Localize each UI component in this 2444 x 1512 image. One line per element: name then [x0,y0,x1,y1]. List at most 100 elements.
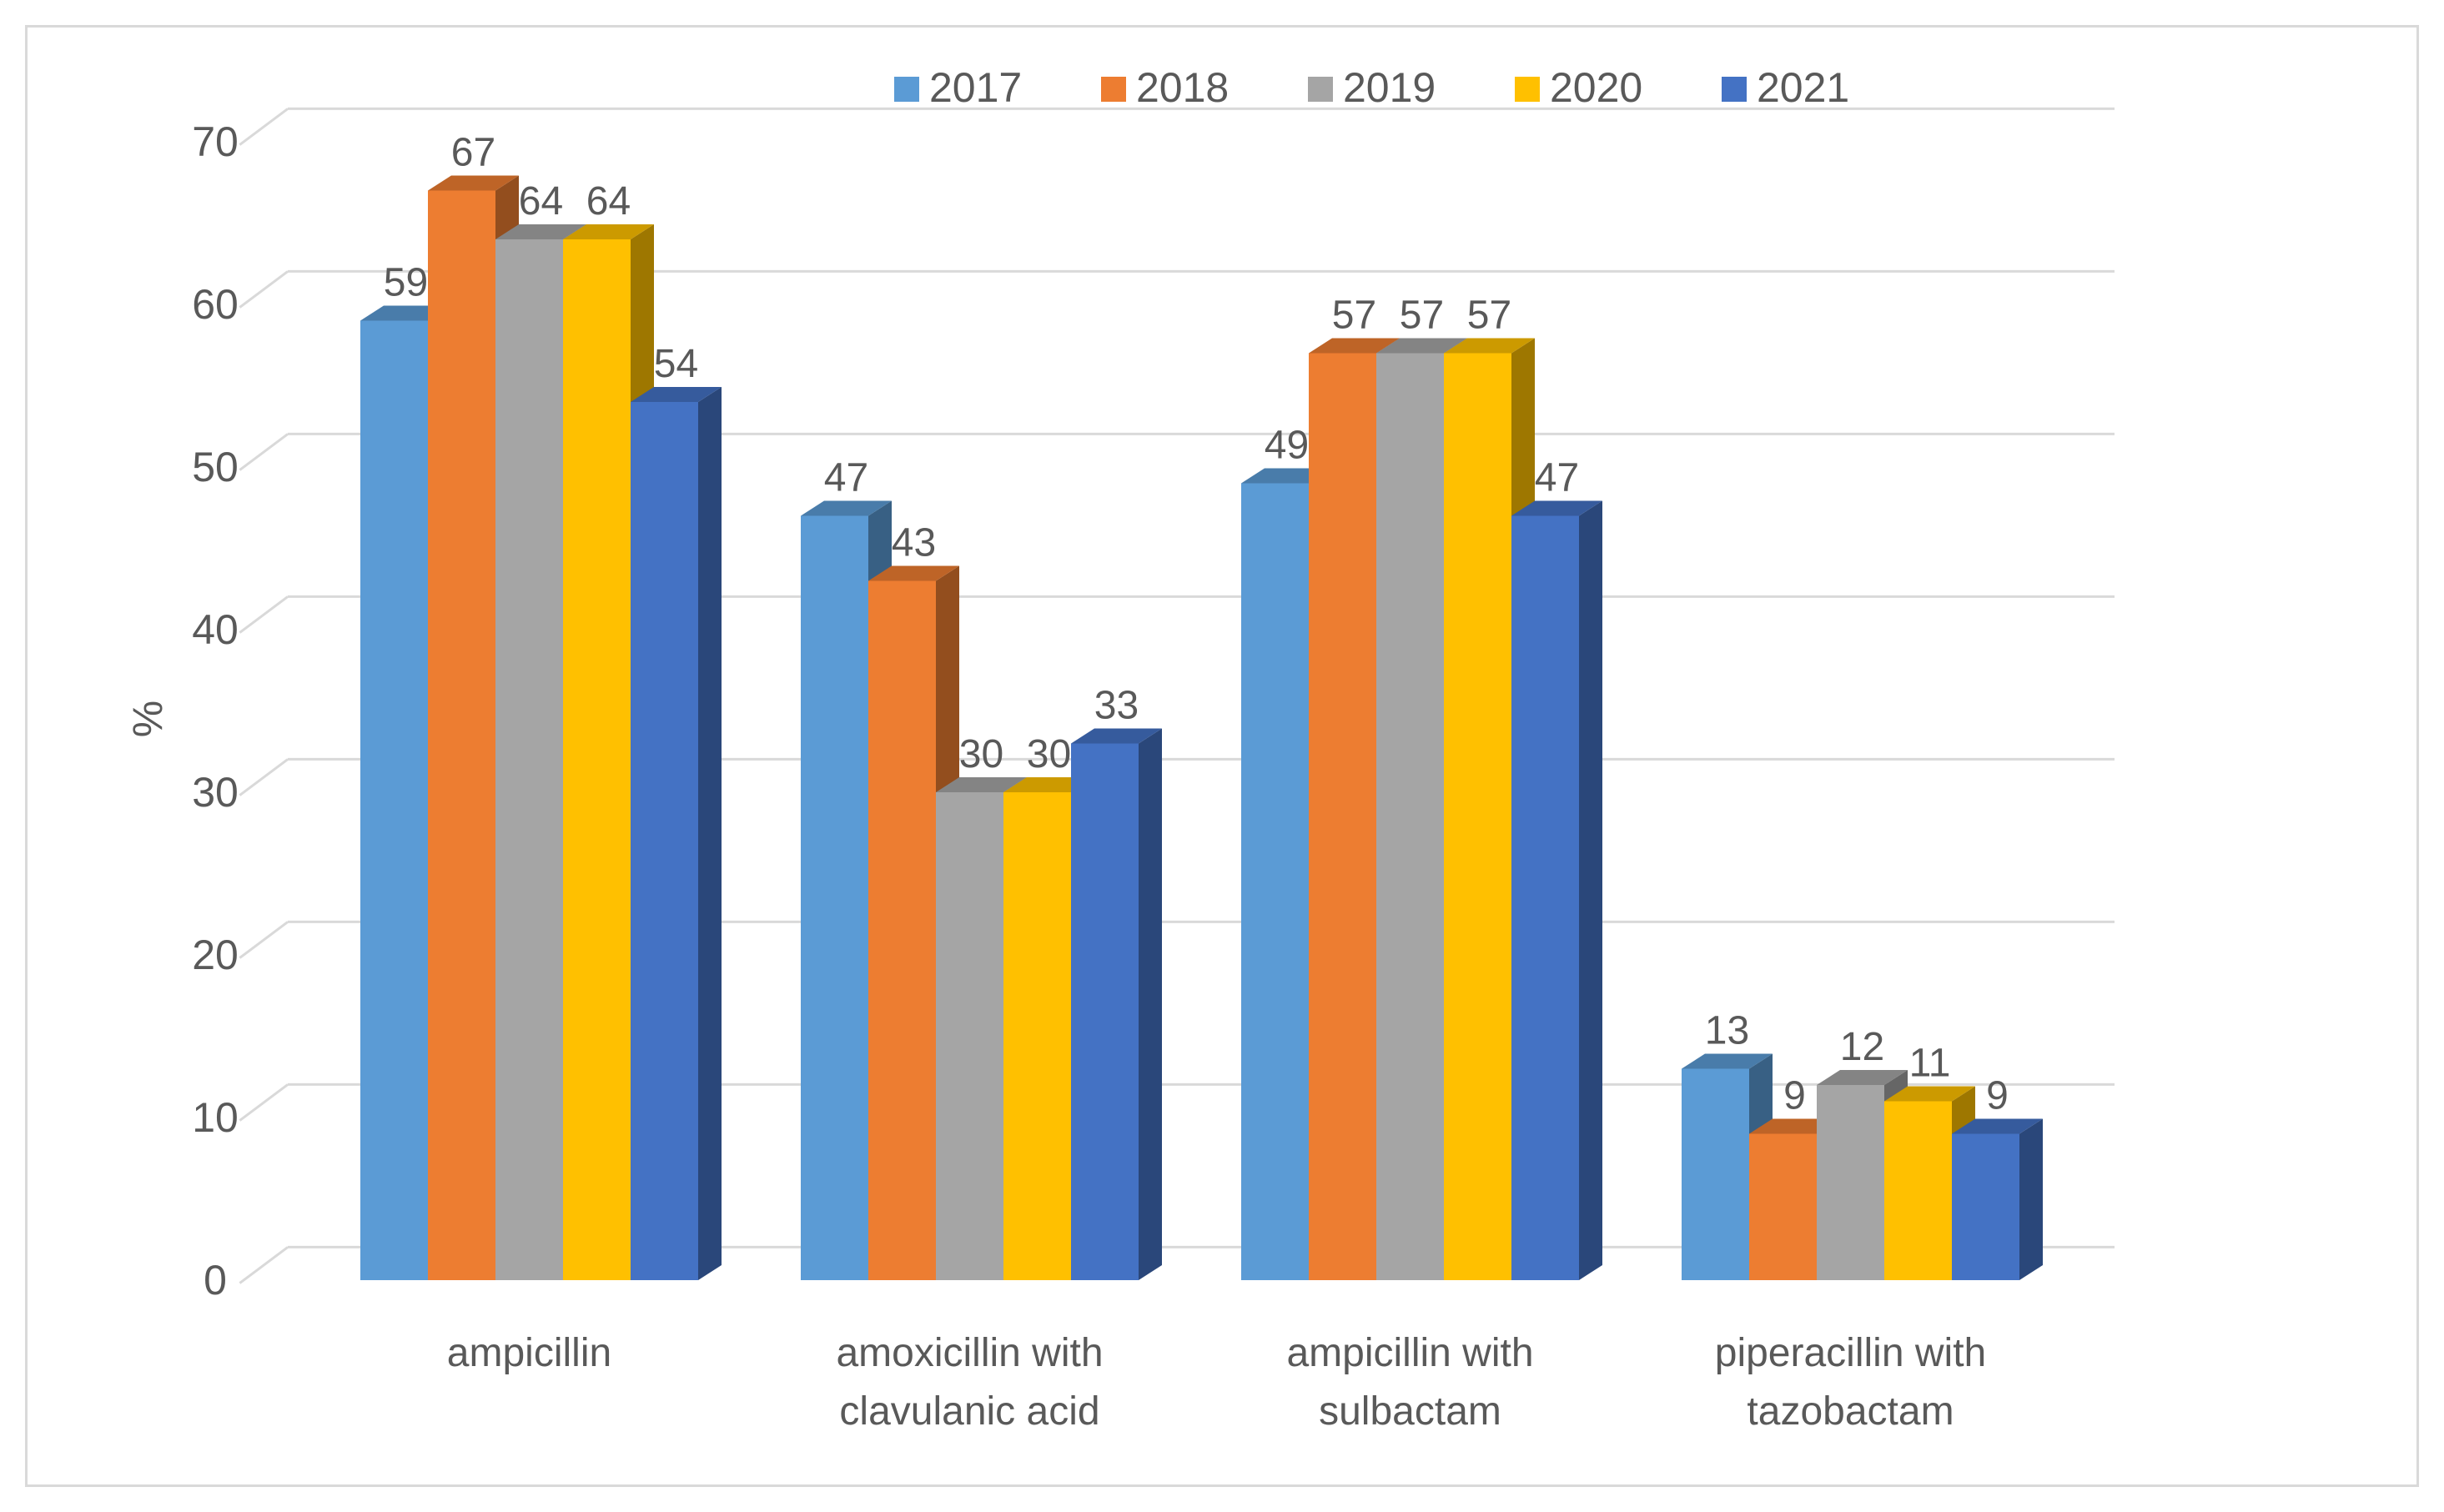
y-tick-label: 70 [192,118,239,165]
gridline-slant [239,758,289,796]
bar-side [698,387,722,1280]
data-label: 33 [1094,684,1139,728]
legend-swatch [1515,77,1540,102]
y-tick-label: 0 [204,1257,227,1304]
data-label: 57 [1400,294,1444,338]
bar-top [1952,1118,2043,1134]
bar-front [1444,353,1511,1280]
legend-item: 2018 [1101,64,1229,111]
data-label: 57 [1467,294,1511,338]
data-labels: 59 67 64 64 54 47 43 30 30 33 49 57 57 57 47 13 9 12 11 9 [384,131,2009,1118]
bar-side [1579,500,1602,1280]
bar-top [1884,1086,1975,1102]
bar-top [1444,338,1535,354]
legend-swatch [1101,77,1126,102]
y-tick-label: 10 [192,1094,239,1141]
bar-front [360,320,428,1280]
legend-label: 2020 [1550,64,1642,111]
bar-front [1309,353,1376,1280]
bar-top [1817,1070,1908,1085]
bar-front [631,402,698,1280]
data-label: 43 [892,521,936,565]
bar-front [1884,1101,1952,1280]
gridline-slant [239,108,289,146]
data-label: 64 [519,179,563,224]
bar-front [1241,483,1309,1280]
bar-front [1682,1068,1749,1280]
legend-swatch [1308,77,1333,102]
data-label: 47 [824,456,868,500]
legend-item: 2021 [1722,64,1849,111]
bar-top [563,224,654,239]
bar-top [631,387,722,402]
gridline-slant [239,921,289,959]
category-label: amoxicillin with clavulanic acid [836,1331,1103,1434]
bar-front [1817,1085,1884,1280]
gridline-slant [239,595,289,634]
legend-item: 2017 [894,64,1022,111]
legend-swatch [894,77,919,102]
legend-item: 2020 [1515,64,1642,111]
data-label: 13 [1705,1009,1749,1053]
bar [1952,1118,2043,1280]
y-axis-title: % [124,701,171,737]
bar-top [428,175,519,191]
data-label: 54 [654,342,698,386]
category-label-line: ampicillin [447,1331,611,1375]
y-tick-label: 40 [192,606,239,653]
data-label: 57 [1332,294,1376,338]
bar-front [563,239,631,1280]
gridline-slant [239,433,289,471]
y-axis-ticks: 0 10 20 30 40 50 60 70 [192,118,239,1304]
y-tick-label: 60 [192,281,239,328]
data-label: 9 [1986,1074,2009,1118]
bar-top [936,777,1027,792]
y-tick-label: 30 [192,769,239,816]
gridline-slant [239,270,289,309]
category-label-line: tazobactam [1747,1389,1954,1434]
data-label: 47 [1535,456,1579,500]
data-label: 67 [451,131,495,175]
data-label: 30 [1027,732,1071,776]
bar-top [1682,1053,1773,1069]
bar-front [428,190,495,1280]
legend-item: 2019 [1308,64,1436,111]
bar-side [2019,1118,2043,1280]
legend-label: 2021 [1757,64,1849,111]
bar-top [801,500,892,516]
bar-front [801,515,868,1280]
bar-top [1309,338,1400,354]
bar-top [868,565,959,581]
data-label: 30 [959,732,1003,776]
x-axis-categories: ampicillin amoxicillin with clavulanic aci… [447,1331,1986,1434]
category-label-line: amoxicillin with [836,1331,1103,1375]
bar-front [1952,1133,2019,1280]
y-tick-label: 50 [192,444,239,490]
legend: 2017 2018 2019 2020 2021 [894,64,1849,111]
data-label: 11 [1909,1042,1951,1086]
bars [360,175,2043,1280]
bar-front [868,580,936,1280]
bar-front [495,239,563,1280]
bar-top [1376,338,1467,354]
legend-label: 2018 [1136,64,1229,111]
data-label: 59 [384,261,428,305]
y-tick-label: 20 [192,932,239,978]
bar [631,387,722,1280]
data-label: 49 [1265,424,1309,468]
data-label: 9 [1783,1074,1806,1118]
gridline-slant [239,1246,289,1284]
category-label-line: ampicillin with [1286,1331,1533,1375]
data-label: 64 [586,179,631,224]
category-label-line: clavulanic acid [839,1389,1099,1434]
data-label: 12 [1840,1025,1884,1069]
bar-front [1003,792,1071,1280]
category-label: piperacillin with tazobactam [1715,1331,1986,1434]
bar [1511,500,1602,1280]
gridline-slant [239,1083,289,1122]
bar-top [1071,728,1162,744]
category-label: ampicillin [447,1331,611,1375]
bar-top [1511,500,1602,516]
bar-side [1139,728,1162,1280]
